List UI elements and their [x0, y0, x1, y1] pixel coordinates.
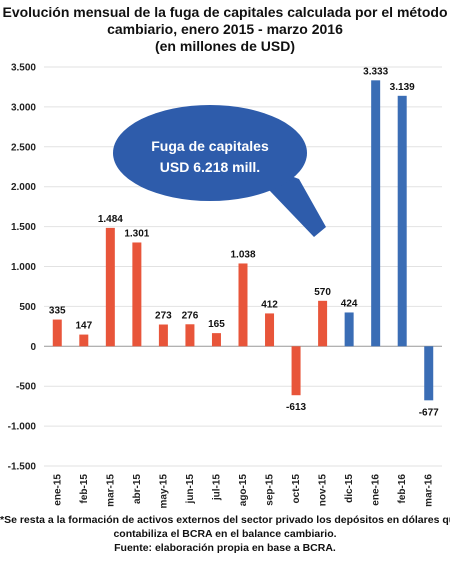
x-tick-label: ene-16 — [371, 474, 382, 506]
data-label: 165 — [208, 319, 225, 330]
data-label: 3.139 — [390, 82, 415, 93]
y-tick-label: 1.000 — [11, 262, 36, 273]
data-label: 276 — [182, 310, 199, 321]
x-tick-label: dic-15 — [344, 474, 355, 503]
y-tick-label: 2.500 — [11, 142, 36, 153]
bar — [238, 263, 248, 347]
y-tick-label: 3.500 — [11, 63, 36, 74]
x-tick-label: feb-16 — [397, 474, 408, 504]
footnote-line-1: *Se resta a la formación de activos exte… — [0, 514, 450, 526]
y-tick-label: 500 — [19, 302, 36, 313]
y-tick-label: -1.000 — [8, 422, 37, 433]
x-tick-label: ene-15 — [52, 474, 63, 506]
chart-title: Evolución mensual de la fuga de capitale… — [0, 4, 450, 55]
data-label: 424 — [341, 298, 358, 309]
data-label: 147 — [75, 321, 92, 332]
x-tick-label: mar-15 — [105, 474, 116, 507]
y-tick-label: -500 — [16, 382, 36, 393]
data-label: 570 — [314, 287, 331, 298]
bar — [344, 312, 354, 347]
x-tick-label: abr-15 — [132, 474, 143, 504]
title-line-2: cambiario, enero 2015 - marzo 2016 — [107, 21, 343, 37]
bar — [52, 319, 62, 347]
y-tick-label: 1.500 — [11, 222, 36, 233]
bar — [158, 324, 168, 347]
x-tick-label: sep-15 — [265, 474, 276, 506]
bar — [397, 95, 407, 347]
bar — [79, 334, 89, 347]
y-tick-label: -1.500 — [8, 462, 37, 473]
data-label: 1.484 — [98, 214, 123, 225]
bar — [185, 324, 195, 347]
x-tick-label: jun-15 — [185, 474, 196, 505]
x-tick-label: may-15 — [158, 474, 169, 509]
callout-line-1: Fuga de capitales — [151, 138, 269, 154]
bar — [424, 346, 434, 401]
data-label: 335 — [49, 306, 66, 317]
bar — [211, 333, 221, 347]
data-label: 1.038 — [230, 249, 255, 260]
callout-line-2: USD 6.218 mill. — [160, 159, 260, 175]
title-line-3: (en millones de USD) — [154, 38, 296, 54]
x-tick-label: mar-16 — [424, 474, 435, 507]
bar — [105, 227, 115, 347]
y-tick-label: 2.000 — [11, 182, 36, 193]
x-tick-label: oct-15 — [291, 474, 302, 504]
data-label: 1.301 — [124, 228, 149, 239]
x-tick-label: nov-15 — [318, 474, 329, 507]
data-label: 412 — [261, 299, 278, 310]
bar — [132, 242, 142, 347]
bar — [291, 346, 301, 396]
footnote-line-3: Fuente: elaboración propia en base a BCR… — [114, 542, 336, 554]
x-tick-label: feb-15 — [79, 474, 90, 504]
callout-annotation: Fuga de capitales USD 6.218 mill. — [113, 105, 326, 237]
y-axis-ticks: 3.500 3.000 2.500 2.000 1.500 1.000 500 0 -500 -1… — [8, 63, 37, 473]
x-tick-label: ago-15 — [238, 474, 249, 507]
data-label: 273 — [155, 311, 172, 322]
data-label: -613 — [286, 402, 306, 413]
bar — [318, 300, 328, 347]
x-tick-label: jul-15 — [211, 474, 222, 502]
bar — [371, 80, 381, 347]
data-label: -677 — [419, 407, 439, 418]
y-tick-label: 0 — [30, 342, 36, 353]
y-tick-label: 3.000 — [11, 102, 36, 113]
x-axis-categories: ene-15 feb-15 mar-15 abr-15 may-15 jun-15 jul-… — [52, 474, 434, 509]
footnote: *Se resta a la formación de activos exte… — [0, 513, 450, 555]
callout-bubble — [113, 105, 307, 201]
footnote-line-2: contabiliza el BCRA en el balance cambia… — [113, 528, 337, 540]
bars — [52, 80, 434, 401]
data-label: 3.333 — [363, 66, 388, 77]
title-line-1: Evolución mensual de la fuga de capitale… — [2, 4, 448, 20]
bar — [265, 313, 275, 347]
